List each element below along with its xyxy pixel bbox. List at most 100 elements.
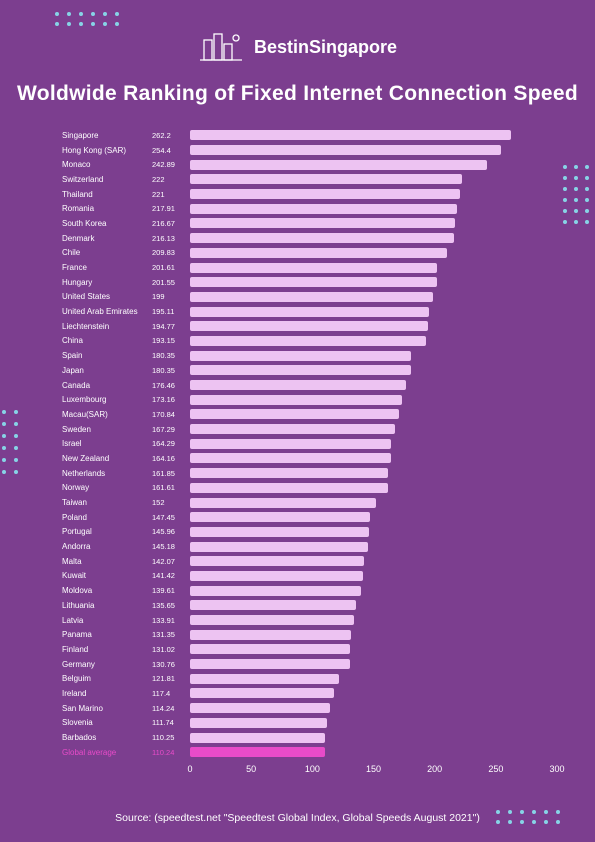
- country-label: Andorra: [62, 542, 152, 551]
- chart-title: Woldwide Ranking of Fixed Internet Conne…: [0, 82, 595, 106]
- bar-container: [190, 292, 557, 302]
- country-label: Hungary: [62, 278, 152, 287]
- bar-container: [190, 380, 557, 390]
- speed-value: 135.65: [152, 601, 190, 610]
- bar-container: [190, 321, 557, 331]
- country-label: Panama: [62, 630, 152, 639]
- bar: [190, 233, 454, 243]
- bar: [190, 263, 437, 273]
- speed-value: 141.42: [152, 571, 190, 580]
- speed-value: 195.11: [152, 307, 190, 316]
- bar-container: [190, 615, 557, 625]
- country-label: Moldova: [62, 586, 152, 595]
- speed-value: 216.13: [152, 234, 190, 243]
- bar: [190, 395, 402, 405]
- bar: [190, 321, 428, 331]
- x-tick-label: 100: [305, 764, 320, 774]
- speed-value: 194.77: [152, 322, 190, 331]
- chart-row: Andorra145.18: [62, 539, 557, 554]
- country-label: Hong Kong (SAR): [62, 146, 152, 155]
- speed-value: 254.4: [152, 146, 190, 155]
- speed-value: 142.07: [152, 557, 190, 566]
- speed-value: 164.16: [152, 454, 190, 463]
- speed-value: 199: [152, 292, 190, 301]
- speed-value: 164.29: [152, 439, 190, 448]
- country-label: Israel: [62, 439, 152, 448]
- chart-row: China193.15: [62, 334, 557, 349]
- speed-value: 242.89: [152, 160, 190, 169]
- chart-row: Global average110.24: [62, 745, 557, 760]
- country-label: Denmark: [62, 234, 152, 243]
- speed-value: 161.85: [152, 469, 190, 478]
- bar-container: [190, 674, 557, 684]
- bar: [190, 292, 433, 302]
- logo-text: BestinSingapore: [254, 37, 397, 58]
- bar-container: [190, 542, 557, 552]
- logo: BestinSingapore: [0, 0, 595, 64]
- chart-row: Ireland117.4: [62, 686, 557, 701]
- speed-value: 133.91: [152, 616, 190, 625]
- speed-value: 262.2: [152, 131, 190, 140]
- bar-container: [190, 718, 557, 728]
- speed-value: 221: [152, 190, 190, 199]
- chart-row: Chile209.83: [62, 246, 557, 261]
- bar: [190, 600, 356, 610]
- bar: [190, 718, 327, 728]
- chart-row: Japan180.35: [62, 363, 557, 378]
- speed-value: 201.61: [152, 263, 190, 272]
- bar-container: [190, 189, 557, 199]
- bar: [190, 703, 330, 713]
- chart-row: San Marino114.24: [62, 701, 557, 716]
- chart-row: United States199: [62, 290, 557, 305]
- bar-container: [190, 174, 557, 184]
- bar-container: [190, 586, 557, 596]
- country-label: Chile: [62, 248, 152, 257]
- city-icon: [198, 30, 246, 64]
- country-label: Barbados: [62, 733, 152, 742]
- country-label: Luxembourg: [62, 395, 152, 404]
- country-label: New Zealand: [62, 454, 152, 463]
- country-label: Kuwait: [62, 571, 152, 580]
- bar: [190, 483, 388, 493]
- speed-value: 217.91: [152, 204, 190, 213]
- country-label: Canada: [62, 381, 152, 390]
- bar: [190, 542, 368, 552]
- bar: [190, 586, 361, 596]
- bar-container: [190, 571, 557, 581]
- decorative-dots-top-left: [55, 12, 119, 26]
- bar-container: [190, 277, 557, 287]
- bar-container: [190, 351, 557, 361]
- country-label: Liechtenstein: [62, 322, 152, 331]
- bar-container: [190, 468, 557, 478]
- bar-container: [190, 204, 557, 214]
- country-label: Poland: [62, 513, 152, 522]
- chart-row: Romania217.91: [62, 201, 557, 216]
- chart-row: United Arab Emirates195.11: [62, 304, 557, 319]
- bar-container: [190, 703, 557, 713]
- bar: [190, 659, 350, 669]
- speed-value: 216.67: [152, 219, 190, 228]
- decorative-dots-mid-right: [563, 165, 595, 224]
- bar: [190, 380, 406, 390]
- chart-row: South Korea216.67: [62, 216, 557, 231]
- x-tick-label: 150: [366, 764, 381, 774]
- chart-row: Lithuania135.65: [62, 598, 557, 613]
- country-label: Norway: [62, 483, 152, 492]
- speed-value: 121.81: [152, 674, 190, 683]
- country-label: France: [62, 263, 152, 272]
- bar-container: [190, 630, 557, 640]
- bar-container: [190, 218, 557, 228]
- country-label: Monaco: [62, 160, 152, 169]
- country-label: Thailand: [62, 190, 152, 199]
- chart-row: Belguim121.81: [62, 671, 557, 686]
- country-label: Germany: [62, 660, 152, 669]
- bar: [190, 439, 391, 449]
- bar: [190, 336, 426, 346]
- bar: [190, 160, 487, 170]
- bar-container: [190, 498, 557, 508]
- bar: [190, 498, 376, 508]
- speed-value: 222: [152, 175, 190, 184]
- bar: [190, 527, 369, 537]
- chart-row: Spain180.35: [62, 348, 557, 363]
- speed-value: 209.83: [152, 248, 190, 257]
